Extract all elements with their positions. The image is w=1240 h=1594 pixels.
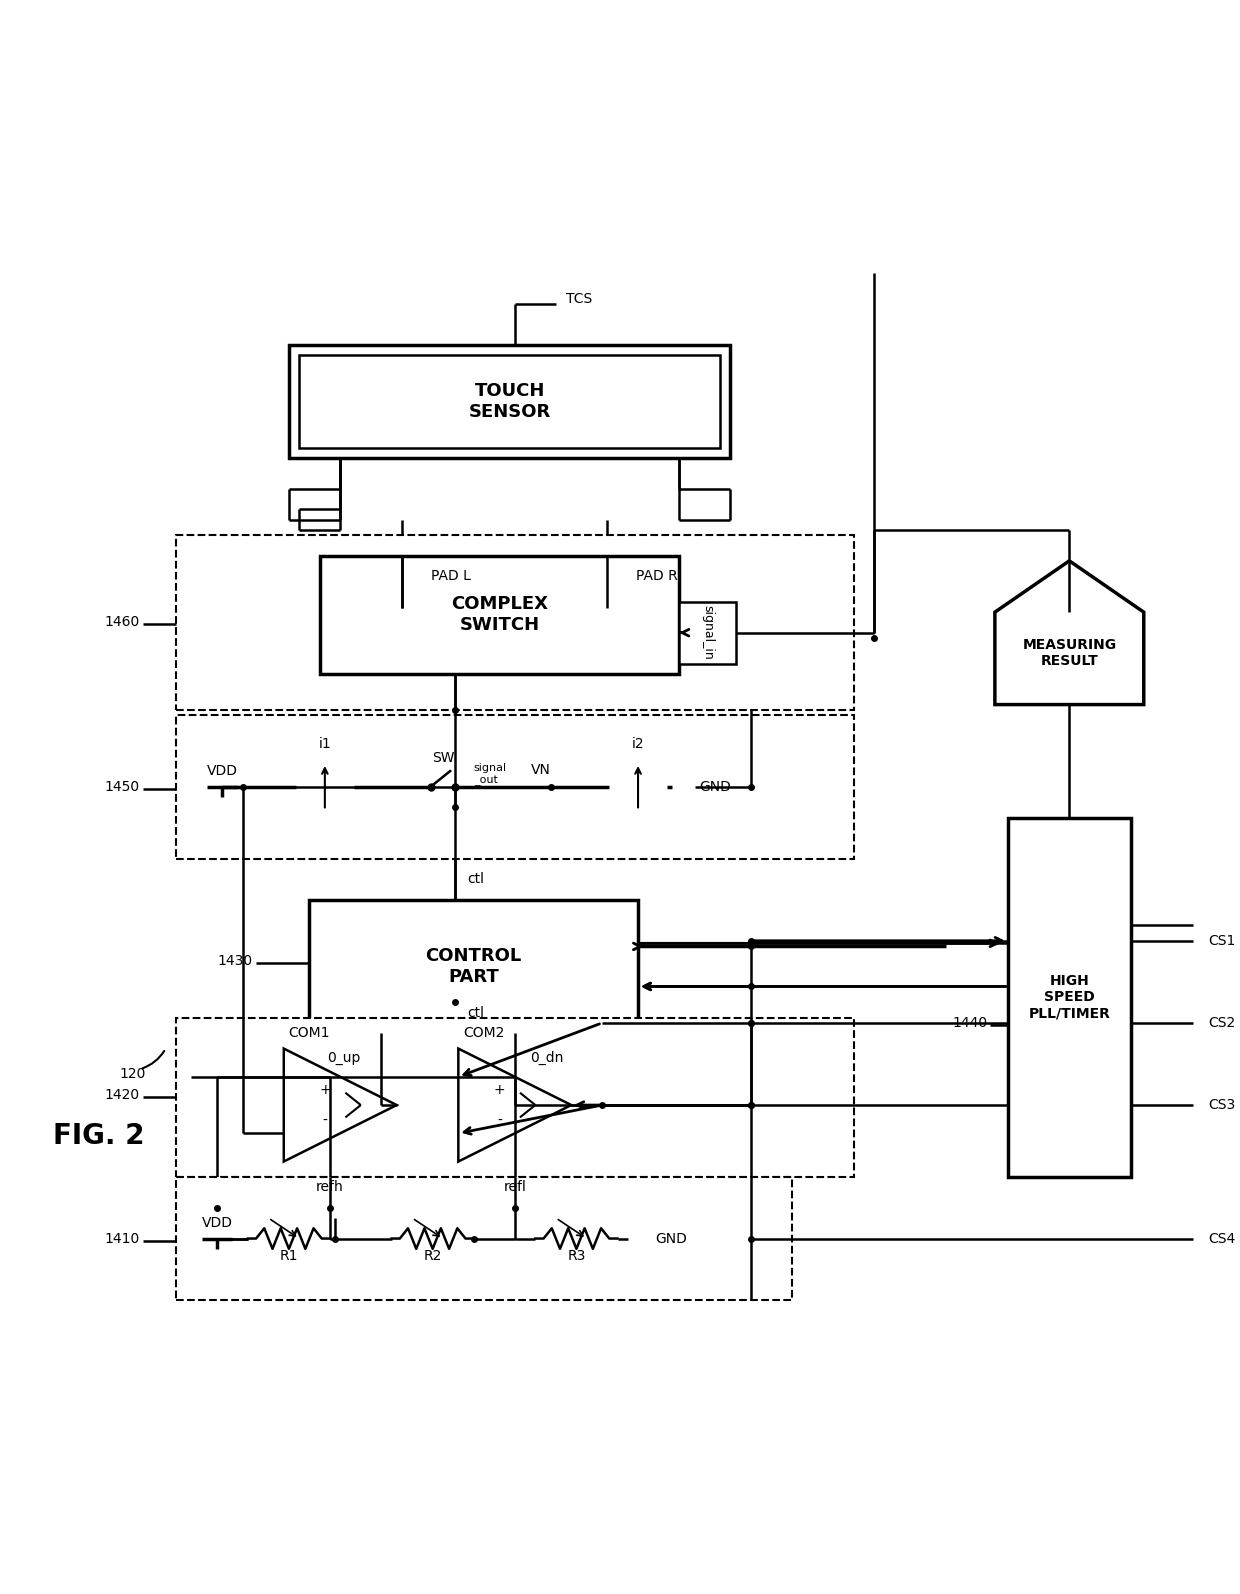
Text: 1410: 1410 <box>104 1232 140 1245</box>
Text: 0_dn: 0_dn <box>531 1050 564 1065</box>
Text: signal_in: signal_in <box>701 606 714 660</box>
Bar <box>176 714 853 859</box>
Text: VN: VN <box>531 764 551 778</box>
Text: 1420: 1420 <box>105 1087 140 1101</box>
Bar <box>176 1176 792 1301</box>
Text: refh: refh <box>316 1180 343 1194</box>
Bar <box>383 571 420 607</box>
Bar <box>299 355 720 448</box>
Bar <box>680 603 735 663</box>
Text: -: - <box>322 1114 327 1127</box>
Text: CONTROL
PART: CONTROL PART <box>425 947 522 985</box>
Text: TCS: TCS <box>567 292 593 306</box>
Text: CS2: CS2 <box>1208 1015 1235 1030</box>
Text: refl: refl <box>503 1180 526 1194</box>
Bar <box>176 1019 853 1176</box>
Bar <box>589 571 626 607</box>
Text: +: + <box>494 1082 505 1097</box>
Text: VDD: VDD <box>202 1216 233 1231</box>
Text: 0_up: 0_up <box>327 1050 361 1065</box>
Text: COM1: COM1 <box>289 1027 330 1041</box>
Bar <box>176 536 853 709</box>
Text: ctl: ctl <box>467 1006 485 1020</box>
Text: COM2: COM2 <box>464 1027 505 1041</box>
Text: COMPLEX
SWITCH: COMPLEX SWITCH <box>451 595 548 634</box>
Text: GND: GND <box>655 1232 687 1245</box>
Text: 1460: 1460 <box>104 615 140 630</box>
Text: PAD L: PAD L <box>430 569 470 583</box>
Text: MEASURING
RESULT: MEASURING RESULT <box>1022 638 1116 668</box>
Text: SW: SW <box>432 751 454 765</box>
Bar <box>1008 818 1131 1176</box>
Text: VDD: VDD <box>207 765 238 778</box>
Text: CS3: CS3 <box>1208 1098 1235 1113</box>
Bar <box>320 556 680 674</box>
Text: R2: R2 <box>424 1250 441 1262</box>
Bar <box>310 899 639 1033</box>
Text: i1: i1 <box>319 736 331 751</box>
Text: 1440: 1440 <box>952 1015 987 1030</box>
Text: FIG. 2: FIG. 2 <box>53 1122 144 1149</box>
Text: GND: GND <box>699 779 732 794</box>
Text: HIGH
SPEED
PLL/TIMER: HIGH SPEED PLL/TIMER <box>1028 974 1110 1020</box>
Text: PAD R: PAD R <box>636 569 678 583</box>
Text: 1450: 1450 <box>105 779 140 794</box>
Text: R3: R3 <box>567 1250 585 1262</box>
Text: ctl: ctl <box>467 872 485 886</box>
Text: 120: 120 <box>119 1068 146 1081</box>
Text: +: + <box>319 1082 331 1097</box>
Text: TOUCH
SENSOR: TOUCH SENSOR <box>469 383 551 421</box>
Text: CS1: CS1 <box>1208 934 1235 948</box>
Text: -: - <box>497 1114 502 1127</box>
Text: signal
_out: signal _out <box>474 764 507 786</box>
Text: i2: i2 <box>631 736 645 751</box>
Text: CS4: CS4 <box>1208 1232 1235 1245</box>
Text: 1430: 1430 <box>218 955 253 968</box>
Text: R1: R1 <box>280 1250 298 1262</box>
Bar <box>289 346 730 457</box>
